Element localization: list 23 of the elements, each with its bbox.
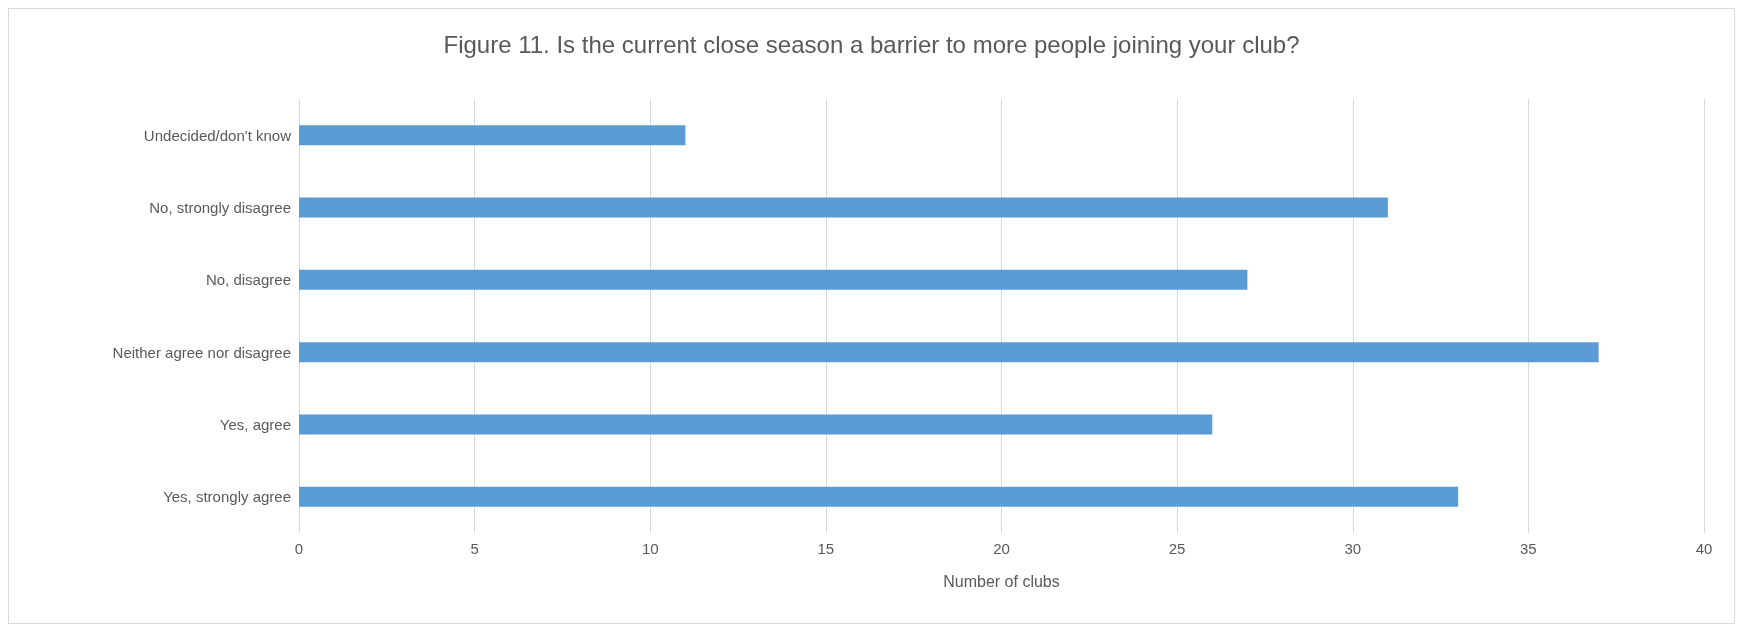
x-tick-label: 30 xyxy=(1344,540,1362,557)
bar xyxy=(299,125,686,146)
x-tick-label: 10 xyxy=(641,540,659,557)
y-tick-label: Undecided/don't know xyxy=(143,126,292,144)
y-tick-label: No, disagree xyxy=(205,271,291,289)
bar xyxy=(299,269,1248,290)
x-tick-label: 35 xyxy=(1520,540,1537,557)
y-tick-label: Yes, strongly agree xyxy=(163,488,291,506)
y-tick-label: Neither agree nor disagree xyxy=(112,343,291,361)
x-tick-label: 5 xyxy=(470,540,479,557)
bar xyxy=(299,197,1388,218)
bar xyxy=(299,342,1599,363)
x-tick-label: 20 xyxy=(993,540,1010,557)
y-tick-label: No, strongly disagree xyxy=(149,199,291,216)
chart-title: Figure 11. Is the current close season a barrier to more people joining your club? xyxy=(443,30,1300,58)
x-tick-label: 15 xyxy=(817,540,835,557)
bar xyxy=(299,414,1213,435)
x-tick-label: 25 xyxy=(1168,540,1186,557)
x-tick-label: 0 xyxy=(294,540,304,557)
bar xyxy=(299,486,1459,507)
x-axis-title: Number of clubs xyxy=(943,572,1060,590)
x-tick-label: 40 xyxy=(1695,540,1713,557)
y-tick-label: Yes, agree xyxy=(219,416,291,433)
